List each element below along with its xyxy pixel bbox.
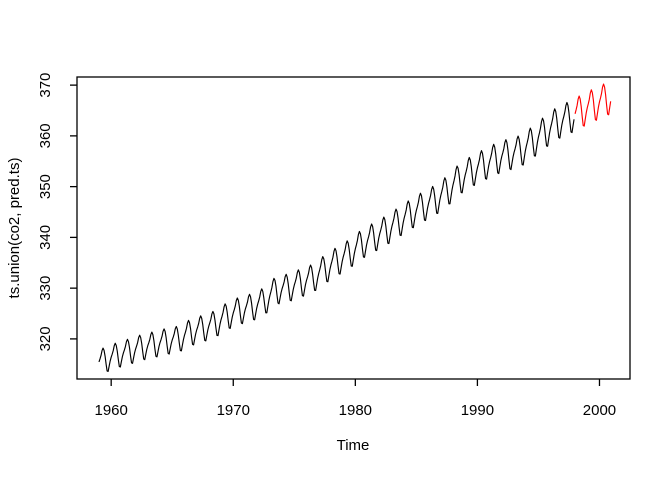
observed-series-line bbox=[98, 101, 575, 373]
plot-frame bbox=[76, 76, 631, 380]
x-tick-label: 1990 bbox=[461, 402, 494, 419]
x-tick-label: 1980 bbox=[339, 402, 372, 419]
x-axis-title: Time bbox=[337, 437, 370, 454]
forecast-series-line bbox=[574, 83, 612, 127]
series-lines bbox=[98, 83, 612, 373]
x-tick-label: 1970 bbox=[217, 402, 250, 419]
y-tick-label: 360 bbox=[37, 123, 54, 148]
y-tick-label: 340 bbox=[37, 225, 54, 250]
y-tick-label: 330 bbox=[37, 276, 54, 301]
plot-box bbox=[76, 76, 631, 380]
y-tick-label: 350 bbox=[37, 174, 54, 199]
x-tick-label: 2000 bbox=[583, 402, 616, 419]
y-tick-label: 370 bbox=[37, 73, 54, 98]
y-tick-label: 320 bbox=[37, 326, 54, 351]
x-tick-label: 1960 bbox=[94, 402, 127, 419]
y-axis-title: ts.union(co2, pred.ts) bbox=[6, 158, 23, 299]
x-axis: 1960 1970 1980 1990 2000 bbox=[94, 379, 616, 419]
y-axis: 320 330 340 350 360 370 bbox=[37, 73, 77, 351]
